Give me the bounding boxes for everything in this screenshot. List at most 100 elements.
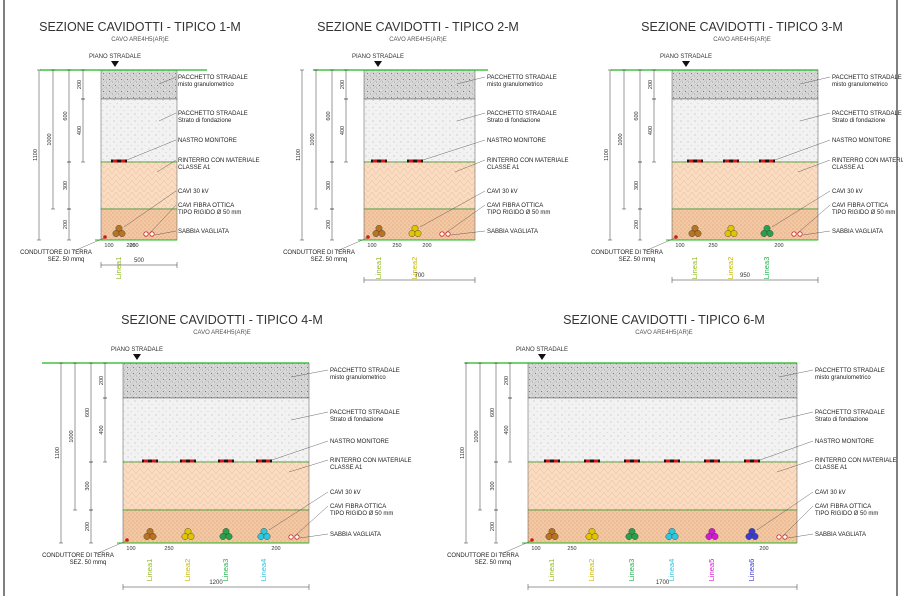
label-pacchetto-fondazione: PACCHETTO STRADALE: [487, 111, 557, 117]
piano-stradale-marker: [374, 61, 382, 67]
label-nastro-monitore: NASTRO MONITORE: [330, 439, 389, 445]
label-conduttore-terra: CONDUTTORE DI TERRA: [42, 553, 114, 559]
section-subtitle: CAVO ARE4H5(AR)E: [635, 330, 693, 336]
warning-tape-stripe: [689, 159, 693, 163]
warning-tape-stripe: [697, 159, 701, 163]
warning-tape: [218, 459, 234, 463]
label-fibra-ottica: CAVI FIBRA OTTICA: [330, 504, 386, 510]
leader-line: [759, 440, 814, 461]
label-pacchetto-fondazione: PACCHETTO STRADALE: [832, 111, 902, 117]
warning-tape: [180, 459, 196, 463]
layer-foundation: [100, 98, 178, 163]
piano-stradale-label: PIANO STRADALE: [516, 347, 568, 353]
leader-line: [126, 139, 177, 161]
dim-200-right: 200: [271, 546, 280, 552]
dim-400: 400: [99, 425, 105, 434]
dim-200-top: 200: [648, 80, 654, 89]
layer-backfill: [100, 161, 178, 210]
label-pacchetto-misto-detail: misto granulometrico: [178, 82, 234, 88]
cable-trefoil: [545, 528, 559, 540]
label-pacchetto-fondazione: PACCHETTO STRADALE: [178, 111, 248, 117]
leader-line: [798, 204, 831, 233]
label-conduttore-terra: CONDUTTORE DI TERRA: [283, 250, 355, 256]
label-pacchetto-fondazione: PACCHETTO STRADALE: [330, 410, 400, 416]
width-dimension-label: 500: [134, 258, 145, 264]
label-fibra-ottica-detail: TIPO RIGIDO Ø 50 mm: [487, 210, 550, 216]
section-title: SEZIONE CAVIDOTTI - TIPICO 3-M: [641, 20, 843, 34]
label-conduttore-sezione: SEZ. 50 mmq: [48, 257, 85, 263]
dim-300: 300: [85, 481, 91, 490]
line-label: Linea2: [410, 257, 419, 280]
warning-tape: [407, 159, 423, 163]
section-subtitle: CAVO ARE4H5(AR)E: [111, 37, 169, 43]
leader-line: [799, 76, 831, 85]
dim-400: 400: [340, 126, 346, 135]
label-fibra-ottica-detail: TIPO RIGIDO Ø 50 mm: [832, 210, 895, 216]
dim-200-bottom: 200: [85, 522, 91, 531]
label-sabbia: SABBIA VAGLIATA: [815, 532, 866, 538]
line-label: Linea4: [259, 559, 268, 582]
cable-trefoil: [181, 528, 195, 540]
dim-250: 250: [164, 546, 173, 552]
dim-200-right: 200: [422, 243, 431, 249]
layer-asphalt-gravel: [363, 69, 476, 100]
leader-line: [456, 76, 486, 85]
dim-600: 600: [63, 111, 69, 120]
leader-line: [454, 159, 486, 173]
label-pacchetto-misto: PACCHETTO STRADALE: [330, 368, 400, 374]
warning-tape-stripe: [228, 459, 232, 463]
label-pacchetto-misto-detail: misto granulometrico: [815, 375, 871, 381]
line-label: Linea1: [114, 257, 123, 280]
warning-tape: [544, 459, 560, 463]
dim-250: 250: [129, 243, 138, 249]
fiber-conduit: [439, 231, 451, 237]
label-pacchetto-misto-detail: misto granulometrico: [487, 82, 543, 88]
dim-200-bottom: 200: [63, 220, 69, 229]
cable-trefoil: [625, 528, 639, 540]
label-fibra-ottica-detail: TIPO RIGIDO Ø 50 mm: [330, 511, 393, 517]
section-subtitle: CAVO ARE4H5(AR)E: [389, 37, 447, 43]
dim-200-right: 200: [126, 243, 135, 249]
warning-tape: [687, 159, 703, 163]
warning-tape: [759, 159, 775, 163]
leader-line: [154, 230, 177, 236]
warning-tape: [584, 459, 600, 463]
leader-line: [290, 411, 329, 421]
label-conduttore-sezione: SEZ. 50 mmq: [311, 257, 348, 263]
section-tipico-4: SEZIONE CAVIDOTTI - TIPICO 4-M CAVO ARE4H…: [42, 313, 412, 590]
leader-line: [774, 139, 831, 161]
dim-100: 100: [104, 243, 113, 249]
warning-tape-stripe: [220, 459, 224, 463]
leader-line: [776, 459, 814, 473]
piano-stradale-label: PIANO STRADALE: [660, 54, 712, 60]
warning-tape-stripe: [409, 159, 413, 163]
cable-trefoil: [257, 528, 271, 540]
label-pacchetto-fondazione-detail: Strato di fondazione: [487, 118, 541, 124]
leader-line: [787, 533, 814, 539]
warning-tape: [744, 459, 760, 463]
warning-tape-stripe: [190, 459, 194, 463]
dim-100: 100: [367, 243, 376, 249]
dim-200-top: 200: [504, 376, 510, 385]
dim-1100: 1100: [604, 149, 610, 161]
dim-1100: 1100: [33, 149, 39, 161]
dim-200-top: 200: [99, 376, 105, 385]
section-tipico-5: SEZIONE CAVIDOTTI - TIPICO 6-M CAVO ARE4H…: [447, 313, 897, 590]
label-rinterro-detail: CLASSE A1: [832, 165, 865, 171]
warning-tape: [664, 459, 680, 463]
label-cavi: CAVI 30 kV: [815, 490, 846, 496]
label-conduttore-terra: CONDUTTORE DI TERRA: [20, 250, 92, 256]
warning-tape-stripe: [714, 459, 718, 463]
dim-100: 100: [675, 243, 684, 249]
layer-backfill: [122, 461, 310, 511]
line-label: Linea2: [587, 559, 596, 582]
label-pacchetto-misto-detail: misto granulometrico: [832, 82, 888, 88]
dim-200-right: 200: [759, 546, 768, 552]
layer-asphalt-gravel: [527, 362, 798, 399]
leader-line: [336, 237, 368, 252]
layer-backfill: [363, 161, 476, 210]
dim-400: 400: [648, 126, 654, 135]
dim-200-top: 200: [340, 80, 346, 89]
warning-tape: [723, 159, 739, 163]
layer-foundation: [671, 98, 819, 163]
